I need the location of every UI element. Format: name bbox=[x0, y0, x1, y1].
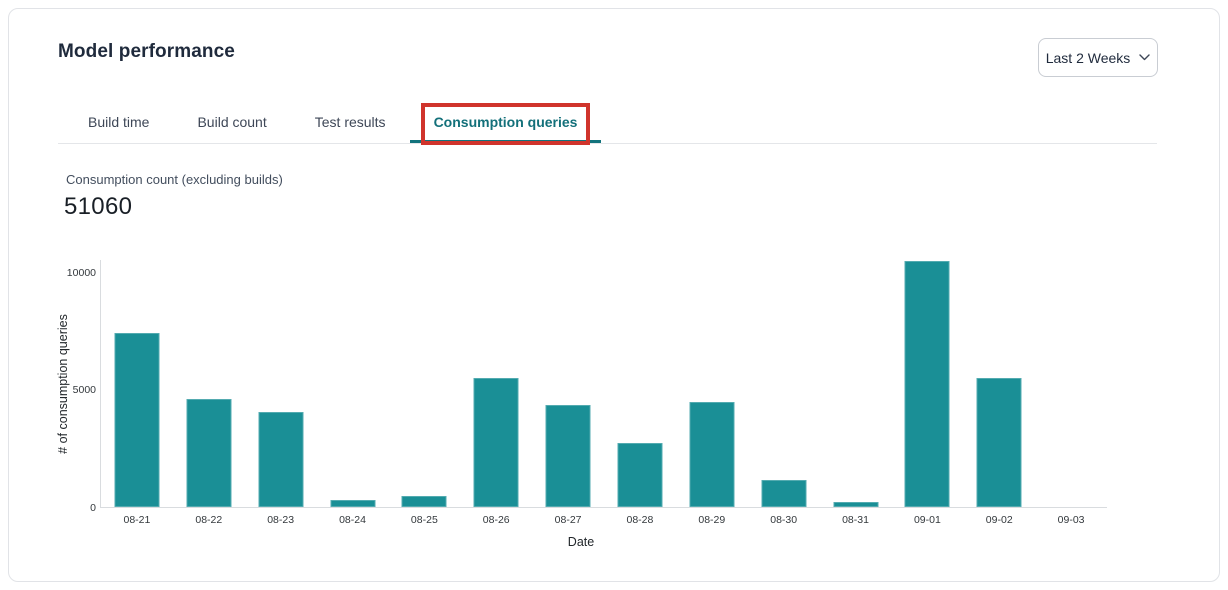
x-tick-label: 08-31 bbox=[842, 514, 869, 526]
consumption-bar-chart: 08-21 08-22 08-23 08-24 08-25 08-26 08-27 08-28… bbox=[0, 260, 1228, 560]
tab-label: Build count bbox=[197, 113, 267, 130]
x-tick-label: 08-29 bbox=[698, 514, 726, 526]
tab-build-time[interactable]: Build time bbox=[64, 100, 173, 143]
date-range-dropdown[interactable]: Last 2 Weeks bbox=[1038, 38, 1158, 77]
active-tab-indicator bbox=[409, 140, 602, 143]
bar-slot-09-02: 09-02 bbox=[963, 260, 1035, 526]
bar-slot-09-01: 09-01 bbox=[891, 260, 963, 526]
bar-08-26[interactable] bbox=[473, 377, 519, 507]
date-range-value: Last 2 Weeks bbox=[1045, 49, 1131, 66]
x-tick-label: 08-27 bbox=[554, 514, 582, 526]
x-tick-label: 09-03 bbox=[1057, 514, 1085, 526]
x-tick-label: 08-28 bbox=[626, 514, 654, 526]
x-tick-label: 08-26 bbox=[482, 514, 510, 526]
bar-08-21[interactable] bbox=[114, 332, 160, 507]
y-tick-label: 5000 bbox=[72, 384, 96, 397]
bar-slot-08-24: 08-24 bbox=[317, 260, 389, 526]
x-tick-label: 08-21 bbox=[123, 514, 151, 526]
x-axis-title: Date bbox=[567, 535, 595, 549]
bar-slot-08-25: 08-25 bbox=[388, 260, 460, 526]
bar-slot-08-22: 08-22 bbox=[173, 260, 245, 526]
bar-slot-08-30: 08-30 bbox=[748, 260, 820, 526]
bar-slot-08-21: 08-21 bbox=[101, 260, 173, 526]
bar-08-28[interactable] bbox=[617, 442, 663, 507]
x-tick-label: 08-22 bbox=[195, 514, 223, 526]
tab-consumption-queries[interactable]: Consumption queries bbox=[409, 100, 602, 145]
bar-08-30[interactable] bbox=[761, 479, 807, 507]
tab-bar: Build time Build count Test results Consump… bbox=[64, 100, 602, 145]
bar-slot-09-03: 09-03 bbox=[1035, 260, 1107, 526]
metric-value: 51060 bbox=[64, 193, 133, 220]
bar-slot-08-29: 08-29 bbox=[676, 260, 748, 526]
bar-08-22[interactable] bbox=[186, 398, 232, 507]
bar-slot-08-31: 08-31 bbox=[820, 260, 892, 526]
tab-label: Build time bbox=[88, 113, 150, 130]
bar-08-23[interactable] bbox=[258, 411, 304, 507]
tab-bar-divider bbox=[58, 143, 1157, 144]
y-tick-label: 0 bbox=[90, 502, 96, 514]
x-tick-label: 09-02 bbox=[985, 514, 1013, 526]
tab-label: Consumption queries bbox=[433, 113, 578, 130]
bar-08-25[interactable] bbox=[401, 496, 447, 507]
tab-build-count[interactable]: Build count bbox=[173, 100, 290, 143]
x-tick-label: 09-01 bbox=[913, 514, 941, 526]
bar-slot-08-27: 08-27 bbox=[532, 260, 604, 526]
bar-08-24[interactable] bbox=[330, 499, 375, 507]
metric-label: Consumption count (excluding builds) bbox=[66, 172, 283, 187]
bar-09-01[interactable] bbox=[904, 261, 950, 507]
bar-08-31[interactable] bbox=[833, 501, 879, 507]
x-tick-label: 08-25 bbox=[410, 514, 438, 526]
bar-09-02[interactable] bbox=[976, 378, 1022, 507]
bar-08-27[interactable] bbox=[545, 405, 591, 507]
x-tick-label: 08-30 bbox=[770, 514, 798, 526]
tab-label: Test results bbox=[314, 113, 386, 130]
bar-08-29[interactable] bbox=[689, 402, 735, 507]
bar-slot-08-28: 08-28 bbox=[604, 260, 676, 526]
y-tick-label: 10000 bbox=[66, 266, 96, 279]
bar-slot-08-23: 08-23 bbox=[245, 260, 317, 526]
tab-test-results[interactable]: Test results bbox=[291, 100, 410, 143]
y-axis-title: # of consumption queries bbox=[56, 314, 70, 454]
x-tick-label: 08-23 bbox=[267, 514, 295, 526]
page-title: Model performance bbox=[58, 41, 235, 62]
plot-area: 08-21 08-22 08-23 08-24 08-25 08-26 08-27 08-28… bbox=[100, 260, 1107, 526]
bar-slot-08-26: 08-26 bbox=[460, 260, 532, 526]
chevron-down-icon bbox=[1139, 54, 1150, 61]
x-tick-label: 08-24 bbox=[339, 514, 366, 526]
